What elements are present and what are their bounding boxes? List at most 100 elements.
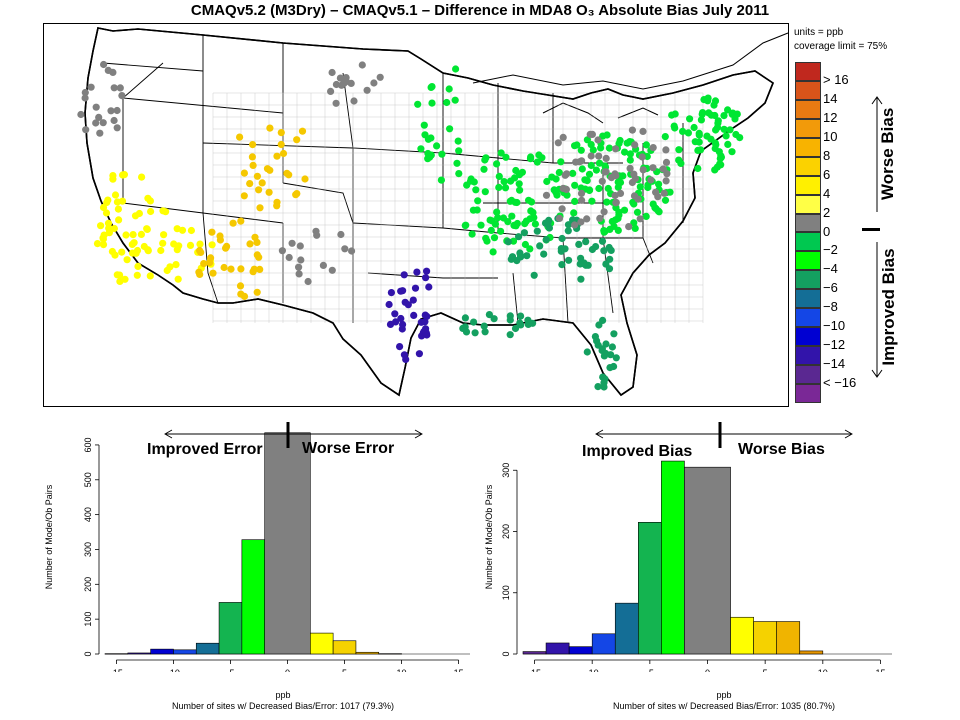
site-marker [96,129,104,137]
colorbar-cell [795,308,821,328]
site-marker [470,318,478,326]
site-marker [81,94,89,102]
site-marker [495,172,503,180]
site-marker [573,141,581,149]
site-marker [621,148,629,156]
site-marker [293,136,301,144]
histogram-bar [522,651,547,655]
site-marker [398,325,406,333]
colorbar-tick-label: −10 [823,318,846,334]
site-marker [162,208,170,216]
site-marker [530,271,538,279]
site-marker [159,239,167,247]
site-marker [525,196,533,204]
site-marker [655,208,663,216]
site-marker [133,271,141,279]
site-marker [698,110,706,118]
site-marker [253,172,261,180]
colorbar-tick-label: 2 [823,204,831,220]
site-marker [626,164,634,172]
site-marker [642,212,650,220]
site-marker [273,198,281,206]
site-marker [711,166,719,174]
site-marker [513,257,521,265]
site-marker [602,168,610,176]
site-marker [358,61,366,69]
site-marker [501,184,510,192]
site-marker [110,116,118,125]
site-marker [585,170,594,178]
site-marker [631,224,639,232]
site-marker [589,146,597,154]
site-marker [229,219,237,227]
site-marker [679,127,687,135]
site-marker [557,245,565,253]
site-marker [598,237,607,245]
site-marker [425,283,433,291]
site-marker [481,188,489,196]
site-marker [105,224,113,232]
site-marker [611,145,620,153]
site-marker [542,236,550,244]
histogram-bar [264,432,311,655]
site-marker [543,177,551,186]
site-marker [577,189,586,197]
site-marker [278,247,286,255]
x-tick-label: -15 [110,668,123,672]
site-marker [569,169,577,177]
site-marker [606,255,614,263]
colorbar-cell [795,156,821,176]
site-marker [421,311,429,319]
site-marker [695,138,703,146]
site-marker [118,92,126,100]
state-border [102,62,204,72]
site-marker [220,263,228,272]
site-marker [100,231,108,239]
site-marker [118,248,126,256]
site-marker [348,247,356,255]
site-marker [638,153,646,161]
histogram-bar [661,460,685,655]
site-marker [705,109,713,117]
site-marker [116,271,124,279]
site-marker [113,124,121,132]
y-tick-label: 500 [83,472,93,487]
site-marker [414,100,422,108]
site-marker [111,191,120,199]
site-marker [116,84,124,92]
site-marker [118,197,127,205]
site-marker [109,172,117,180]
site-marker [675,146,683,154]
colorbar-tick-label: 8 [823,147,831,163]
annotation-arrowhead-left [595,429,604,439]
site-marker [497,227,505,235]
annotation-arrowhead-right [414,429,423,439]
site-marker [516,249,524,257]
site-marker [587,152,595,160]
site-marker [421,131,429,139]
site-marker [600,228,608,236]
site-marker [411,284,420,292]
site-marker [409,296,417,304]
site-marker [513,219,521,228]
site-marker [588,197,596,205]
site-marker [671,124,679,132]
site-marker [661,196,670,204]
y-tick-label: 100 [501,585,511,600]
y-tick-label: 400 [83,507,93,522]
colorbar-tick-label: 14 [823,90,838,106]
improved-bias-label: Improved Bias [879,248,898,366]
site-marker [240,192,248,200]
site-marker [246,240,254,248]
site-marker [400,271,408,279]
site-marker [625,223,633,231]
site-marker [157,246,165,255]
site-marker [516,186,524,194]
site-marker [251,233,259,241]
site-marker [104,196,112,204]
site-marker [555,168,563,177]
site-marker [662,158,671,166]
site-marker [671,110,679,118]
site-marker [612,354,620,362]
site-marker [611,191,619,200]
